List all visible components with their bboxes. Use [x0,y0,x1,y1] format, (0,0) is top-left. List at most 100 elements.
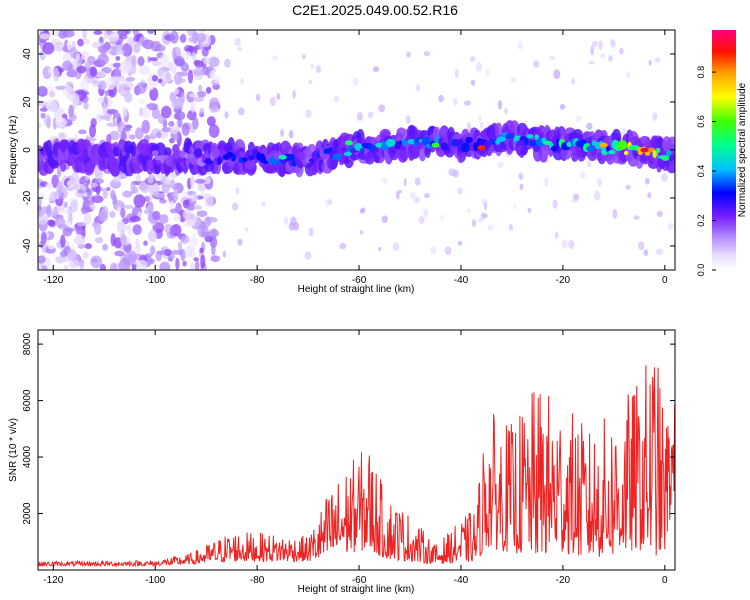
spectrogram-noise-cell [89,182,99,188]
spectrogram-noise-cell [196,32,207,43]
spectrogram-noise-cell [40,231,47,245]
spectrogram-x-tick-label: -40 [454,275,469,286]
spectrogram-noise-cell [475,62,483,72]
spectrogram-ridge-core [171,159,176,165]
spectrogram-ridge-core [438,137,443,146]
spectrogram-noise-cell [485,68,490,77]
spectrogram-noise-cell [97,45,108,54]
spectrogram-ridge-core [661,155,670,161]
spectrogram-noise-cell [102,243,108,251]
spectrogram-noise-cell [397,189,403,194]
colorbar-tick-label: 0.6 [696,115,706,128]
spectrogram-noise-cell [170,178,176,190]
spectrogram-noise-cell [151,107,160,120]
spectrogram-noise-cell [283,216,289,226]
spectrogram-noise-cell [201,47,209,57]
spectrogram-noise-cell [94,178,104,184]
spectrogram-y-tick-label: 0 [22,147,33,153]
spectrogram-noise-cell [308,227,314,237]
spectrogram-noise-cell [637,241,645,251]
spectrogram-ridge-core [216,157,222,166]
spectrogram-noise-cell [510,77,517,83]
spectrogram-noise-cell [196,90,207,98]
spectrogram-noise-cell [235,186,240,195]
spectrogram-noise-cell [586,160,592,168]
spectrogram-noise-cell [102,187,108,199]
spectrogram-noise-cell [41,265,48,270]
spectrogram-noise-cell [159,261,171,270]
spectrogram-noise-cell [46,116,51,129]
spectrogram-ridge-cell [49,160,60,169]
spectrogram-noise-cell [78,129,87,135]
spectrogram-noise-cell [477,114,482,122]
spectrogram-noise-cell [131,54,137,68]
spectrogram-noise-cell [82,38,91,45]
spectrogram-noise-cell [202,57,211,65]
spectrogram-noise-cell [138,65,151,76]
spectrogram-noise-cell [77,221,87,227]
spectrogram-noise-cell [193,59,201,66]
spectrogram-noise-cell [237,47,243,52]
spectrogram-noise-cell [120,130,127,142]
spectrogram-noise-cell [211,241,216,256]
spectrogram-noise-cell [206,116,216,127]
spectrogram-noise-cell [114,49,125,55]
spectrogram-noise-cell [129,215,141,222]
spectrogram-ridge-core [172,151,182,160]
spectrogram-ridge-cell [83,162,95,176]
spectrogram-noise-cell [70,172,80,186]
spectrogram-noise-cell [157,78,163,84]
spectrogram-ridge-core [524,136,529,146]
spectrogram-noise-cell [118,258,131,270]
spectrogram-noise-cell [205,86,212,94]
spectrogram-noise-cell [102,102,107,116]
spectrogram-noise-cell [457,187,463,195]
spectrogram-noise-cell [72,57,78,70]
spectrogram-noise-cell [126,37,134,45]
spectrogram-noise-cell [204,193,214,208]
spectrogram-noise-cell [405,115,411,124]
spectrogram-noise-cell [186,114,193,119]
spectrogram-noise-cell [109,130,120,141]
spectrogram-noise-cell [301,53,306,60]
spectrogram-noise-cell [593,190,601,201]
spectrogram-noise-cell [467,121,471,132]
spectrogram-noise-cell [161,127,173,133]
spectrogram-noise-cell [209,70,216,81]
spectrogram-noise-cell [132,186,139,194]
spectrogram-noise-cell [113,112,121,119]
spectrogram-ridge-core [465,136,473,144]
spectrogram-noise-cell [69,113,77,122]
spectrogram-noise-cell [305,109,312,119]
snr-x-tick-label: -40 [454,575,469,586]
spectrogram-noise-cell [112,194,118,206]
spectrogram-noise-cell [292,90,296,99]
spectrogram-noise-cell [194,260,200,270]
spectrogram-noise-cell [120,234,127,246]
spectrogram-noise-cell [598,40,603,51]
spectrogram-noise-cell [135,82,147,94]
spectrogram-noise-cell [244,227,249,232]
spectrogram-ridge-cell [571,151,579,162]
spectrogram-noise-cell [57,224,68,230]
spectrogram-noise-cell [147,30,155,35]
spectrogram-ridge-core [652,149,657,159]
spectrogram-noise-cell [76,226,83,234]
spectrogram-noise-cell [487,224,494,231]
spectrogram-noise-cell [49,191,58,202]
snr-x-tick-label: -80 [250,575,265,586]
spectrogram-noise-cell [448,168,456,177]
spectrogram-noise-cell [163,175,171,186]
snr-y-label: SNR (10 * v/v) [8,418,19,482]
spectrogram-noise-cell [58,67,65,73]
spectrogram-noise-cell [150,40,162,52]
snr-y-axis: 2000 4000 6000 8000 [22,333,675,525]
spectrogram-noise-cell [147,175,154,184]
spectrogram-ridge-core [332,153,342,161]
spectrogram-ridge-core [586,145,595,153]
spectrogram-noise-cell [62,60,73,72]
spectrogram-ridge-core [248,154,255,161]
spectrogram-noise-cell [481,213,488,219]
spectrogram-ridge-core [245,150,251,157]
snr-x-tick-label: -20 [556,575,571,586]
